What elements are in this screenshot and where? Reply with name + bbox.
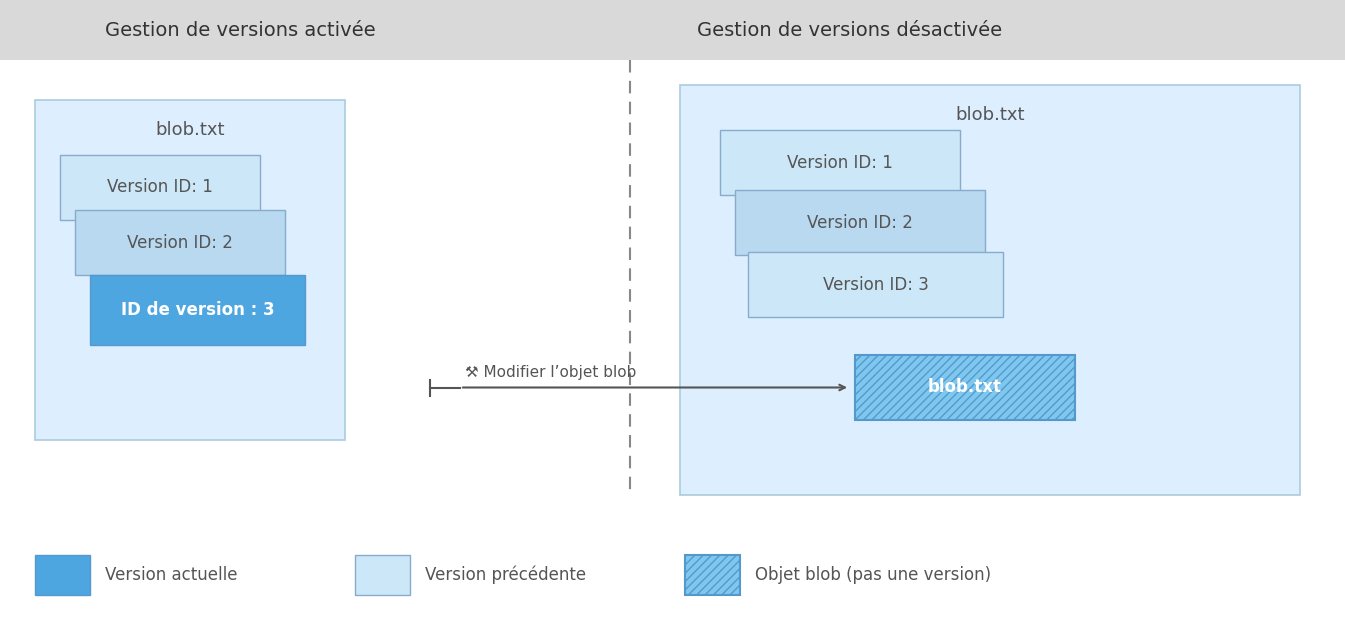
Text: Version ID: 2: Version ID: 2: [126, 233, 233, 252]
Text: Version ID: 1: Version ID: 1: [787, 154, 893, 172]
Text: Version ID: 3: Version ID: 3: [823, 276, 928, 294]
Text: blob.txt: blob.txt: [955, 106, 1025, 124]
FancyBboxPatch shape: [61, 155, 260, 220]
Text: Version ID: 1: Version ID: 1: [108, 178, 213, 196]
FancyBboxPatch shape: [35, 555, 90, 595]
FancyBboxPatch shape: [355, 555, 410, 595]
FancyBboxPatch shape: [0, 0, 1345, 60]
Text: Gestion de versions désactivée: Gestion de versions désactivée: [698, 20, 1002, 39]
FancyBboxPatch shape: [734, 190, 985, 255]
FancyBboxPatch shape: [90, 275, 305, 345]
Text: Gestion de versions activée: Gestion de versions activée: [105, 20, 375, 39]
Text: ID de version : 3: ID de version : 3: [121, 301, 274, 319]
FancyBboxPatch shape: [681, 85, 1301, 495]
FancyBboxPatch shape: [35, 100, 346, 440]
Text: ⚒ Modifier l’objet blob: ⚒ Modifier l’objet blob: [465, 365, 636, 379]
FancyBboxPatch shape: [720, 130, 960, 195]
Text: Version précédente: Version précédente: [425, 566, 586, 584]
FancyBboxPatch shape: [75, 210, 285, 275]
Text: blob.txt: blob.txt: [155, 121, 225, 139]
Text: Version actuelle: Version actuelle: [105, 566, 238, 584]
Text: blob.txt: blob.txt: [928, 378, 1002, 397]
Text: Version ID: 2: Version ID: 2: [807, 213, 913, 231]
FancyBboxPatch shape: [685, 555, 740, 595]
FancyBboxPatch shape: [748, 252, 1003, 317]
Text: Objet blob (pas une version): Objet blob (pas une version): [755, 566, 991, 584]
FancyBboxPatch shape: [855, 355, 1075, 420]
